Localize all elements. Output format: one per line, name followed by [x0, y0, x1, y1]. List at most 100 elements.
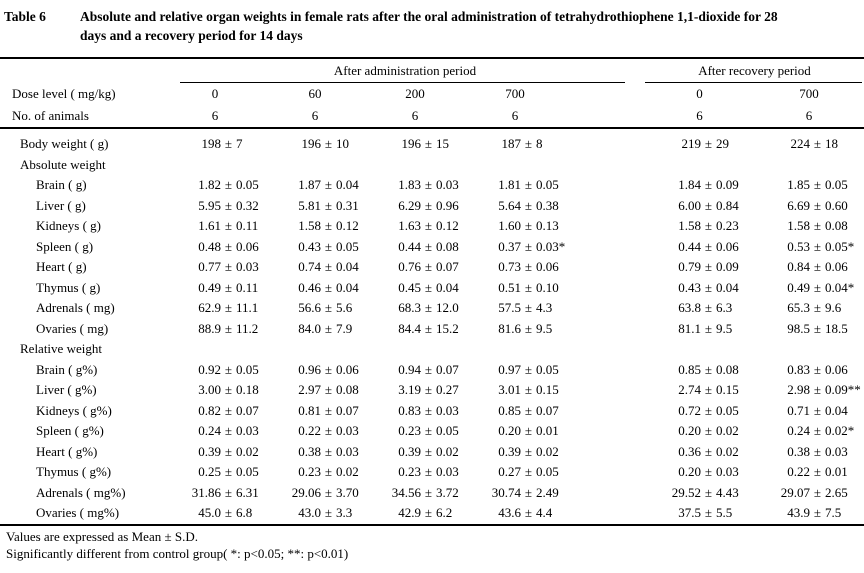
cell-value: 29.52 ±4.43 — [645, 485, 754, 501]
value-sd: 0.23 — [716, 218, 739, 234]
cell-value: 3.19 ±0.27 — [365, 382, 465, 398]
cell-value: 0 — [211, 86, 219, 101]
value-mean: 0.20 — [498, 423, 521, 439]
value-sd: 0.11 — [236, 279, 259, 295]
cell-value: 6 — [511, 108, 519, 123]
value-sd: 0.03 — [825, 443, 848, 459]
value-mean: 0.39 — [198, 443, 221, 459]
cell-value: 1.61 ±0.11 — [165, 218, 265, 234]
plus-minus-sign: ± — [524, 361, 533, 377]
value-mean: 29.52 — [671, 484, 701, 500]
value-sd: 7.9 — [336, 320, 353, 336]
value-mean: 5.81 — [298, 197, 321, 213]
value-mean: 45.0 — [198, 505, 221, 521]
value-sd: 0.84 — [716, 197, 739, 213]
value-sd: 0.04 — [336, 259, 359, 275]
cell-value: 0.51 ±0.10 — [465, 280, 565, 296]
value-sd: 18 — [825, 136, 838, 152]
plus-minus-sign: ± — [224, 443, 233, 459]
value-mean: 0.46 — [298, 279, 321, 295]
value-mean: 65.3 — [787, 300, 810, 316]
plus-minus-sign: ± — [424, 136, 433, 152]
plus-minus-sign: ± — [424, 402, 433, 418]
row-label: Thymus ( g%) — [36, 464, 112, 480]
value-sd: 4.43 — [716, 484, 739, 500]
row-label: Heart ( g) — [36, 259, 87, 275]
cell-value: 2.74 ±0.15 — [645, 382, 754, 398]
cell-value: 0.44 ±0.08 — [365, 239, 465, 255]
value-mean: 31.86 — [191, 484, 221, 500]
cell-value: 0.20 ±0.03 — [645, 464, 754, 480]
table-row: Spleen ( g%) 0.24 ±0.03 0.22 ±0.03 0.23 ±0.05 0… — [0, 421, 864, 442]
value-mean: 0.85 — [498, 402, 521, 418]
row-label: Dose level ( mg/kg) — [12, 86, 116, 101]
value-sd: 0.03 — [436, 464, 459, 480]
value-sd: 6.8 — [236, 505, 253, 521]
cell-value: 6.69 ±0.60 — [754, 198, 864, 214]
value-mean: 0.83 — [787, 361, 810, 377]
plus-minus-sign: ± — [524, 300, 533, 316]
value-mean: 0.79 — [678, 259, 701, 275]
bottom-rule — [0, 523, 864, 526]
plus-minus-sign: ± — [813, 279, 822, 295]
cell-value: 56.6 ±5.6 — [265, 300, 365, 316]
value-sd: 4.3 — [536, 300, 553, 316]
value-sd: 0.15 — [536, 382, 559, 398]
value-sd: 0.12 — [436, 218, 459, 234]
value-sd: 0.08 — [825, 218, 848, 234]
value-sd: 0.03 — [436, 177, 459, 193]
value-mean: 0.51 — [498, 279, 521, 295]
group-header-row: After administration period After recove… — [0, 59, 864, 83]
value-sd: 6.2 — [436, 505, 453, 521]
cell-value: 57.5 ±4.3 — [465, 300, 565, 316]
plus-minus-sign: ± — [324, 218, 333, 234]
value-mean: 0.38 — [787, 443, 810, 459]
value-sd: 0.05 — [536, 464, 559, 480]
cell-value: 0.77 ±0.03 — [165, 259, 265, 275]
value-mean: 0.92 — [198, 361, 221, 377]
value-sd: 0.01 — [536, 423, 559, 439]
value-sd: 0.03 — [236, 259, 259, 275]
cell-value: 98.5 ±18.5 — [754, 321, 864, 337]
value-mean: 198 — [201, 136, 222, 152]
cell-value: 196 ±15 — [365, 136, 465, 152]
table-row: Brain ( g) 1.82 ±0.05 1.87 ±0.04 1.83 ±0.03 1.8… — [0, 175, 864, 196]
plus-minus-sign: ± — [704, 177, 713, 193]
value-mean: 0.94 — [398, 361, 421, 377]
cell-value: 0.83 ±0.03 — [365, 403, 465, 419]
value-sd: 0.01 — [825, 464, 848, 480]
table-row: Liver ( g) 5.95 ±0.32 5.81 ±0.31 6.29 ±0.96 5.6… — [0, 196, 864, 217]
plus-minus-sign: ± — [424, 259, 433, 275]
plus-minus-sign: ± — [224, 361, 233, 377]
value-sd: 10 — [336, 136, 349, 152]
cell-value: 0.83 ±0.06 — [754, 362, 864, 378]
plus-minus-sign: ± — [224, 464, 233, 480]
cell-value: 5.95 ±0.32 — [165, 198, 265, 214]
value-sd: 3.3 — [336, 505, 353, 521]
plus-minus-sign: ± — [324, 402, 333, 418]
cell-value: 0.44 ±0.06 — [645, 239, 754, 255]
header-row: No. of animals 6 6 6 6 6 6 — [0, 105, 864, 127]
value-mean: 3.01 — [498, 382, 521, 398]
value-mean: 0.23 — [398, 464, 421, 480]
plus-minus-sign: ± — [324, 423, 333, 439]
plus-minus-sign: ± — [424, 382, 433, 398]
value-mean: 187 — [501, 136, 522, 152]
value-sd: 0.03 — [336, 443, 359, 459]
cell-value: 0.97 ±0.05 — [465, 362, 565, 378]
value-sd: 0.60 — [825, 197, 848, 213]
value-sd: 0.10 — [536, 279, 559, 295]
value-mean: 0.23 — [398, 423, 421, 439]
value-mean: 88.9 — [198, 320, 221, 336]
plus-minus-sign: ± — [704, 197, 713, 213]
value-sd: 0.07 — [336, 402, 359, 418]
value-mean: 0.39 — [498, 443, 521, 459]
cell-value: 6 — [805, 108, 813, 123]
value-sd: 0.04 — [716, 279, 739, 295]
plus-minus-sign: ± — [524, 259, 533, 275]
value-sd: 7 — [236, 136, 243, 152]
value-mean: 0.22 — [298, 423, 321, 439]
cell-value: 700 — [505, 86, 525, 101]
value-mean: 0.20 — [678, 423, 701, 439]
plus-minus-sign: ± — [224, 136, 233, 152]
